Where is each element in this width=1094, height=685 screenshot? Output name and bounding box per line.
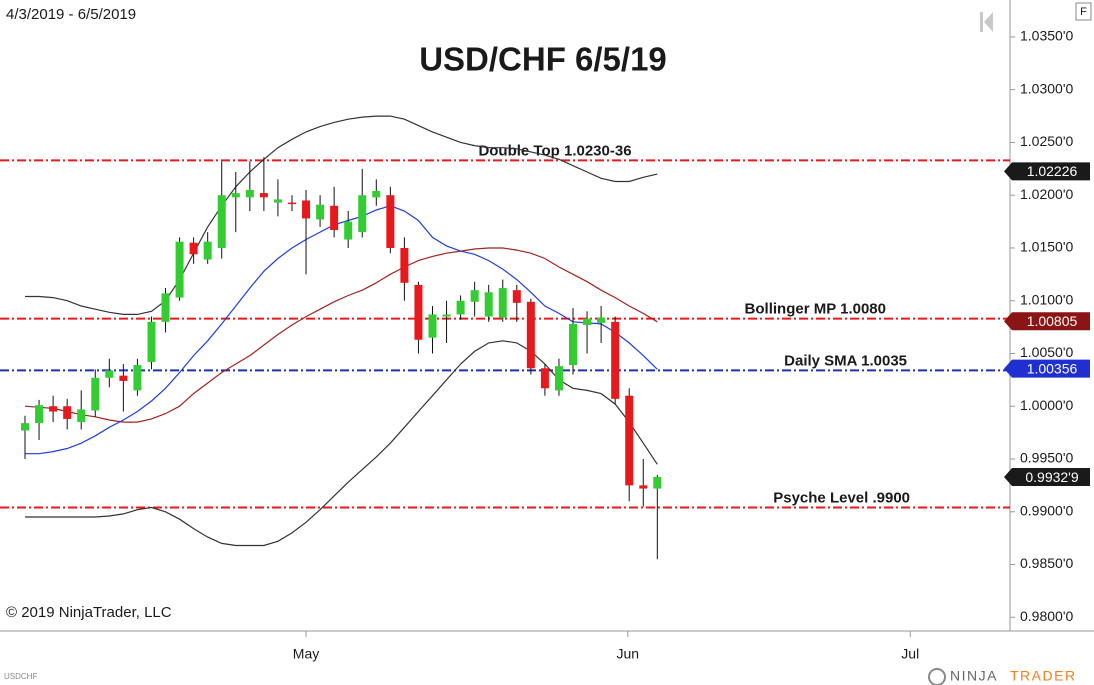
date-range: 4/3/2019 - 6/5/2019: [6, 6, 136, 23]
price-marker: [1004, 359, 1090, 378]
indicator-line: [25, 115, 658, 315]
y-tick-label: 1.0250'0: [1020, 133, 1073, 149]
candle-body: [358, 195, 367, 233]
candle-body: [119, 375, 128, 381]
copyright: © 2019 NinjaTrader, LLC: [6, 604, 172, 621]
x-tick-label: Jun: [617, 646, 640, 662]
candle-body: [49, 406, 58, 412]
price-marker: [1004, 312, 1090, 331]
price-marker-label: 0.9932'9: [1025, 469, 1078, 485]
candle-body: [316, 204, 325, 220]
level-label: Bollinger MP 1.0080: [745, 301, 886, 318]
candle-body: [428, 314, 437, 338]
corner-button-label: F: [1080, 6, 1087, 18]
logo: NINJA TRADER: [928, 668, 1077, 685]
indicator-line: [25, 340, 658, 547]
candle-body: [77, 409, 86, 423]
candle-body: [611, 321, 620, 399]
candle-body: [189, 242, 198, 255]
candle-body: [231, 193, 240, 198]
y-tick-label: 0.9850'0: [1020, 555, 1073, 571]
candle-body: [105, 370, 114, 378]
candle-body: [639, 485, 648, 489]
candle-body: [287, 202, 296, 205]
icon-bar: [980, 12, 983, 32]
candle-body: [147, 321, 156, 362]
y-tick-label: 0.9800'0: [1020, 608, 1073, 624]
icon-arrow: [984, 12, 993, 32]
candle-body: [400, 247, 409, 283]
price-marker-label: 1.00356: [1027, 360, 1078, 376]
price-marker-label: 1.00805: [1027, 313, 1078, 329]
y-tick-label: 0.9900'0: [1020, 502, 1073, 518]
level-label: Psyche Level .9900: [773, 490, 910, 507]
candle-body: [569, 323, 578, 366]
y-tick-label: 1.0150'0: [1020, 239, 1073, 255]
candle-body: [554, 366, 563, 391]
y-tick-label: 1.0200'0: [1020, 186, 1073, 202]
candle-body: [245, 189, 254, 198]
y-tick-label: 1.0050'0: [1020, 344, 1073, 360]
candle-body: [597, 317, 606, 323]
level-label: Daily SMA 1.0035: [784, 352, 907, 369]
candle-body: [372, 190, 381, 198]
price-marker-label: 1.02226: [1027, 163, 1078, 179]
x-tick-label: May: [293, 646, 319, 662]
candle-body: [386, 195, 395, 248]
candle-body: [526, 301, 535, 369]
candle-body: [583, 318, 592, 325]
price-marker: [1004, 468, 1090, 487]
candle-body: [21, 423, 30, 431]
y-tick-label: 1.0300'0: [1020, 80, 1073, 96]
collapse-icon[interactable]: [980, 12, 993, 32]
indicator-line: [25, 205, 658, 455]
candle-body: [653, 476, 662, 489]
candle-body: [625, 395, 634, 486]
x-tick-label: Jul: [901, 646, 919, 662]
y-tick-label: 1.0000'0: [1020, 397, 1073, 413]
candle-body: [133, 365, 142, 391]
logo-text-1: NINJA: [950, 668, 998, 684]
candle-body: [35, 405, 44, 424]
price-marker: [1004, 162, 1090, 181]
candle-body: [484, 292, 493, 317]
y-tick-label: 1.0100'0: [1020, 291, 1073, 307]
candle-body: [273, 199, 282, 203]
candle-body: [203, 241, 212, 260]
candle-body: [161, 293, 170, 322]
candle-body: [512, 290, 521, 303]
candle-body: [470, 290, 479, 302]
candle-body: [259, 193, 268, 198]
level-label: Double Top 1.0230-36: [478, 142, 631, 159]
chart-title: USD/CHF 6/5/19: [419, 41, 667, 78]
candle-body: [344, 221, 353, 240]
logo-text-2: TRADER: [1010, 668, 1077, 684]
candle-body: [302, 200, 311, 219]
instrument: USDCHF: [4, 672, 37, 681]
candle-body: [456, 300, 465, 315]
candle-body: [175, 241, 184, 298]
candle-body: [498, 288, 507, 318]
corner-button[interactable]: [1075, 2, 1092, 21]
candle-body: [540, 368, 549, 389]
candle-body: [330, 205, 339, 231]
candle-body: [63, 406, 72, 419]
y-tick-label: 0.9950'0: [1020, 450, 1073, 466]
candle-body: [217, 195, 226, 248]
indicator-line: [24, 247, 658, 423]
logo-icon: [928, 668, 946, 685]
candle-body: [414, 284, 423, 340]
y-tick-label: 1.0350'0: [1020, 28, 1073, 44]
candle-body: [91, 377, 100, 411]
candle-body: [442, 314, 451, 317]
